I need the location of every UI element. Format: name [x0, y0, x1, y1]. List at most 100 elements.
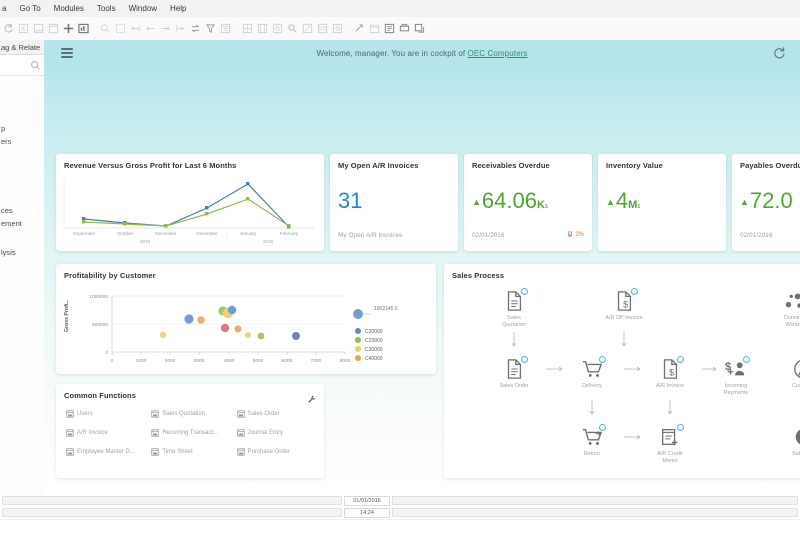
common-function-ar-invoice[interactable]: A/R Invoice: [66, 429, 147, 437]
hamburger-icon[interactable]: [54, 40, 80, 66]
drag-and-relate-tab[interactable]: ag & Relate: [0, 40, 44, 55]
widget-my-open-ar-invoices[interactable]: My Open A/R Invoices 31 My Open A/R Invo…: [330, 154, 458, 251]
refresh-icon[interactable]: [772, 46, 786, 60]
dock-search-box[interactable]: [0, 55, 44, 76]
common-function-label: Time Sheet: [162, 449, 193, 455]
widget-revenue-vs-gross-profit[interactable]: Revenue Versus Gross Profit for Last 6 M…: [56, 154, 324, 251]
grid-icon[interactable]: [256, 22, 269, 35]
dock-item-1[interactable]: ers: [1, 137, 12, 146]
calendar-icon[interactable]: [368, 22, 381, 35]
next-record-icon[interactable]: [47, 22, 60, 35]
common-function-recurring-transactions[interactable]: Recurring Transact...: [151, 429, 232, 437]
sales-process-node-delivery[interactable]: Delivery: [562, 356, 622, 390]
widget-payables-overdue[interactable]: Payables Overdue ▲72.0 02/01/2016: [732, 154, 800, 251]
swap-icon[interactable]: [189, 22, 202, 35]
menu-item-help[interactable]: Help: [170, 4, 187, 13]
company-link[interactable]: OEC Computers: [467, 48, 528, 58]
dock-item-4[interactable]: lysis: [1, 248, 16, 257]
refresh-table-icon[interactable]: [331, 22, 344, 35]
common-function-sales-quotation[interactable]: Sales Quotation: [151, 410, 232, 418]
print-icon[interactable]: [398, 22, 411, 35]
first-record-icon[interactable]: [17, 22, 30, 35]
back-icon[interactable]: [2, 22, 15, 35]
kpi-recv-date: 02/01/2016: [472, 232, 505, 239]
last-data-icon[interactable]: [174, 22, 187, 35]
common-function-employee-master-data[interactable]: Employee Master D...: [66, 448, 147, 456]
sales-process-node-ar-invoice[interactable]: $ A/R Invoice: [640, 356, 700, 390]
menu-item-modules[interactable]: Modules: [53, 4, 84, 13]
dock-item-0[interactable]: p: [1, 124, 6, 133]
drilldown-icon[interactable]: [353, 22, 366, 35]
sales-process-node-sales-order[interactable]: Sales Order: [484, 356, 544, 390]
widget-sales-process[interactable]: Sales Process: [444, 264, 800, 478]
first-data-icon[interactable]: [129, 22, 142, 35]
move-icon[interactable]: [62, 22, 75, 35]
sales-process-node-sales-quotation[interactable]: Sales Quotation: [484, 288, 544, 330]
invoice-dollar-icon: $: [613, 288, 638, 312]
next-data-icon[interactable]: [159, 22, 172, 35]
xtick-3: December: [196, 231, 218, 236]
wrench-icon[interactable]: [307, 391, 316, 403]
sales-process-node-return[interactable]: Return: [562, 424, 622, 458]
cockpit-top-bar: Welcome, manager. You are in cockpit of …: [44, 40, 800, 66]
common-function-sales-order[interactable]: Sales Order: [237, 410, 318, 418]
cockpit-area: Welcome, manager. You are in cockpit of …: [44, 40, 800, 495]
form-icon: [66, 448, 74, 456]
lock-icon[interactable]: [271, 22, 284, 35]
legend-label-3: C40000: [365, 356, 383, 362]
previous-record-icon[interactable]: [32, 22, 45, 35]
sales-process-node-customer[interactable]: Customer: [774, 358, 800, 390]
common-function-users[interactable]: Users: [66, 410, 147, 418]
widget-inventory-value[interactable]: Inventory Value ▲4M$: [598, 154, 726, 251]
sales-process-node-label: Sales Order: [499, 383, 529, 389]
dock-item-3[interactable]: ement: [1, 219, 22, 228]
sort-icon[interactable]: [219, 22, 232, 35]
kpi-inv-subunit: $: [637, 204, 641, 210]
sales-process-node-label: Return: [583, 451, 601, 457]
find-icon[interactable]: [99, 22, 112, 35]
report-icon[interactable]: [383, 22, 396, 35]
legend-label-1: C23900: [365, 338, 383, 344]
menu-item-0[interactable]: a: [2, 4, 7, 13]
dock-item-2[interactable]: ces: [1, 206, 13, 215]
up-arrow-icon: ▲: [740, 196, 749, 207]
sales-process-title: Sales Process: [452, 271, 505, 280]
up-arrow-icon: ▲: [472, 196, 481, 207]
dock-spacer-1: [0, 82, 44, 90]
add-icon[interactable]: [114, 22, 127, 35]
chart-icon[interactable]: [77, 22, 90, 35]
widget-profitability-by-customer[interactable]: Profitability by Customer Gross Profi...…: [56, 264, 436, 374]
sales-process-node-ar-dp-invoice[interactable]: $ A/R DP Invoice: [594, 288, 654, 322]
common-functions-grid: Users Sales Quotation Sales Order A/R In…: [66, 410, 318, 456]
payment-icon: $: [725, 356, 750, 380]
sales-process-node-dunning-wizard[interactable]: DunningWizard: [764, 290, 800, 330]
zoom-icon[interactable]: [286, 22, 299, 35]
sales-process-node-label: Delivery: [582, 383, 602, 389]
sales-process-node-ar-credit-memo[interactable]: A/R Credit Memo: [640, 424, 700, 466]
previous-data-icon[interactable]: [144, 22, 157, 35]
scatter-chart-svg: Gross Profi... 1000000 500000 0 0 1000 2…: [64, 294, 398, 364]
xtick-0: September: [73, 231, 96, 236]
select-icon[interactable]: [301, 22, 314, 35]
export-icon[interactable]: [413, 22, 426, 35]
sales-process-node-incoming-payments[interactable]: $ Incoming Payments: [706, 356, 766, 398]
table-icon[interactable]: [316, 22, 329, 35]
dock-spacer-3: [0, 98, 44, 106]
widget-receivables-overdue[interactable]: Receivables Overdue ▲64.06K$ 02/01/2016 …: [464, 154, 592, 251]
common-function-purchase-order[interactable]: Purchase Order: [237, 448, 318, 456]
kpi-recv-title: Receivables Overdue: [472, 161, 550, 170]
widget-common-functions[interactable]: Common Functions Users Sales Quotation: [56, 384, 324, 478]
xgroup-0: 2015: [140, 239, 151, 244]
filter-icon[interactable]: [204, 22, 217, 35]
status-field-left-1: [2, 496, 342, 505]
layout-icon[interactable]: [241, 22, 254, 35]
common-function-time-sheet[interactable]: Time Sheet: [151, 448, 232, 456]
credit-memo-icon: [659, 424, 684, 448]
sales-process-node-sales-report[interactable]: Sales R...: [774, 426, 800, 458]
xtick-6000: 6000: [282, 358, 293, 364]
form-icon: [66, 410, 74, 418]
menu-item-window[interactable]: Window: [128, 4, 158, 13]
menu-item-tools[interactable]: Tools: [96, 4, 116, 13]
menu-item-goto[interactable]: Go To: [19, 4, 41, 13]
common-function-journal-entry[interactable]: Journal Entry: [237, 429, 318, 437]
